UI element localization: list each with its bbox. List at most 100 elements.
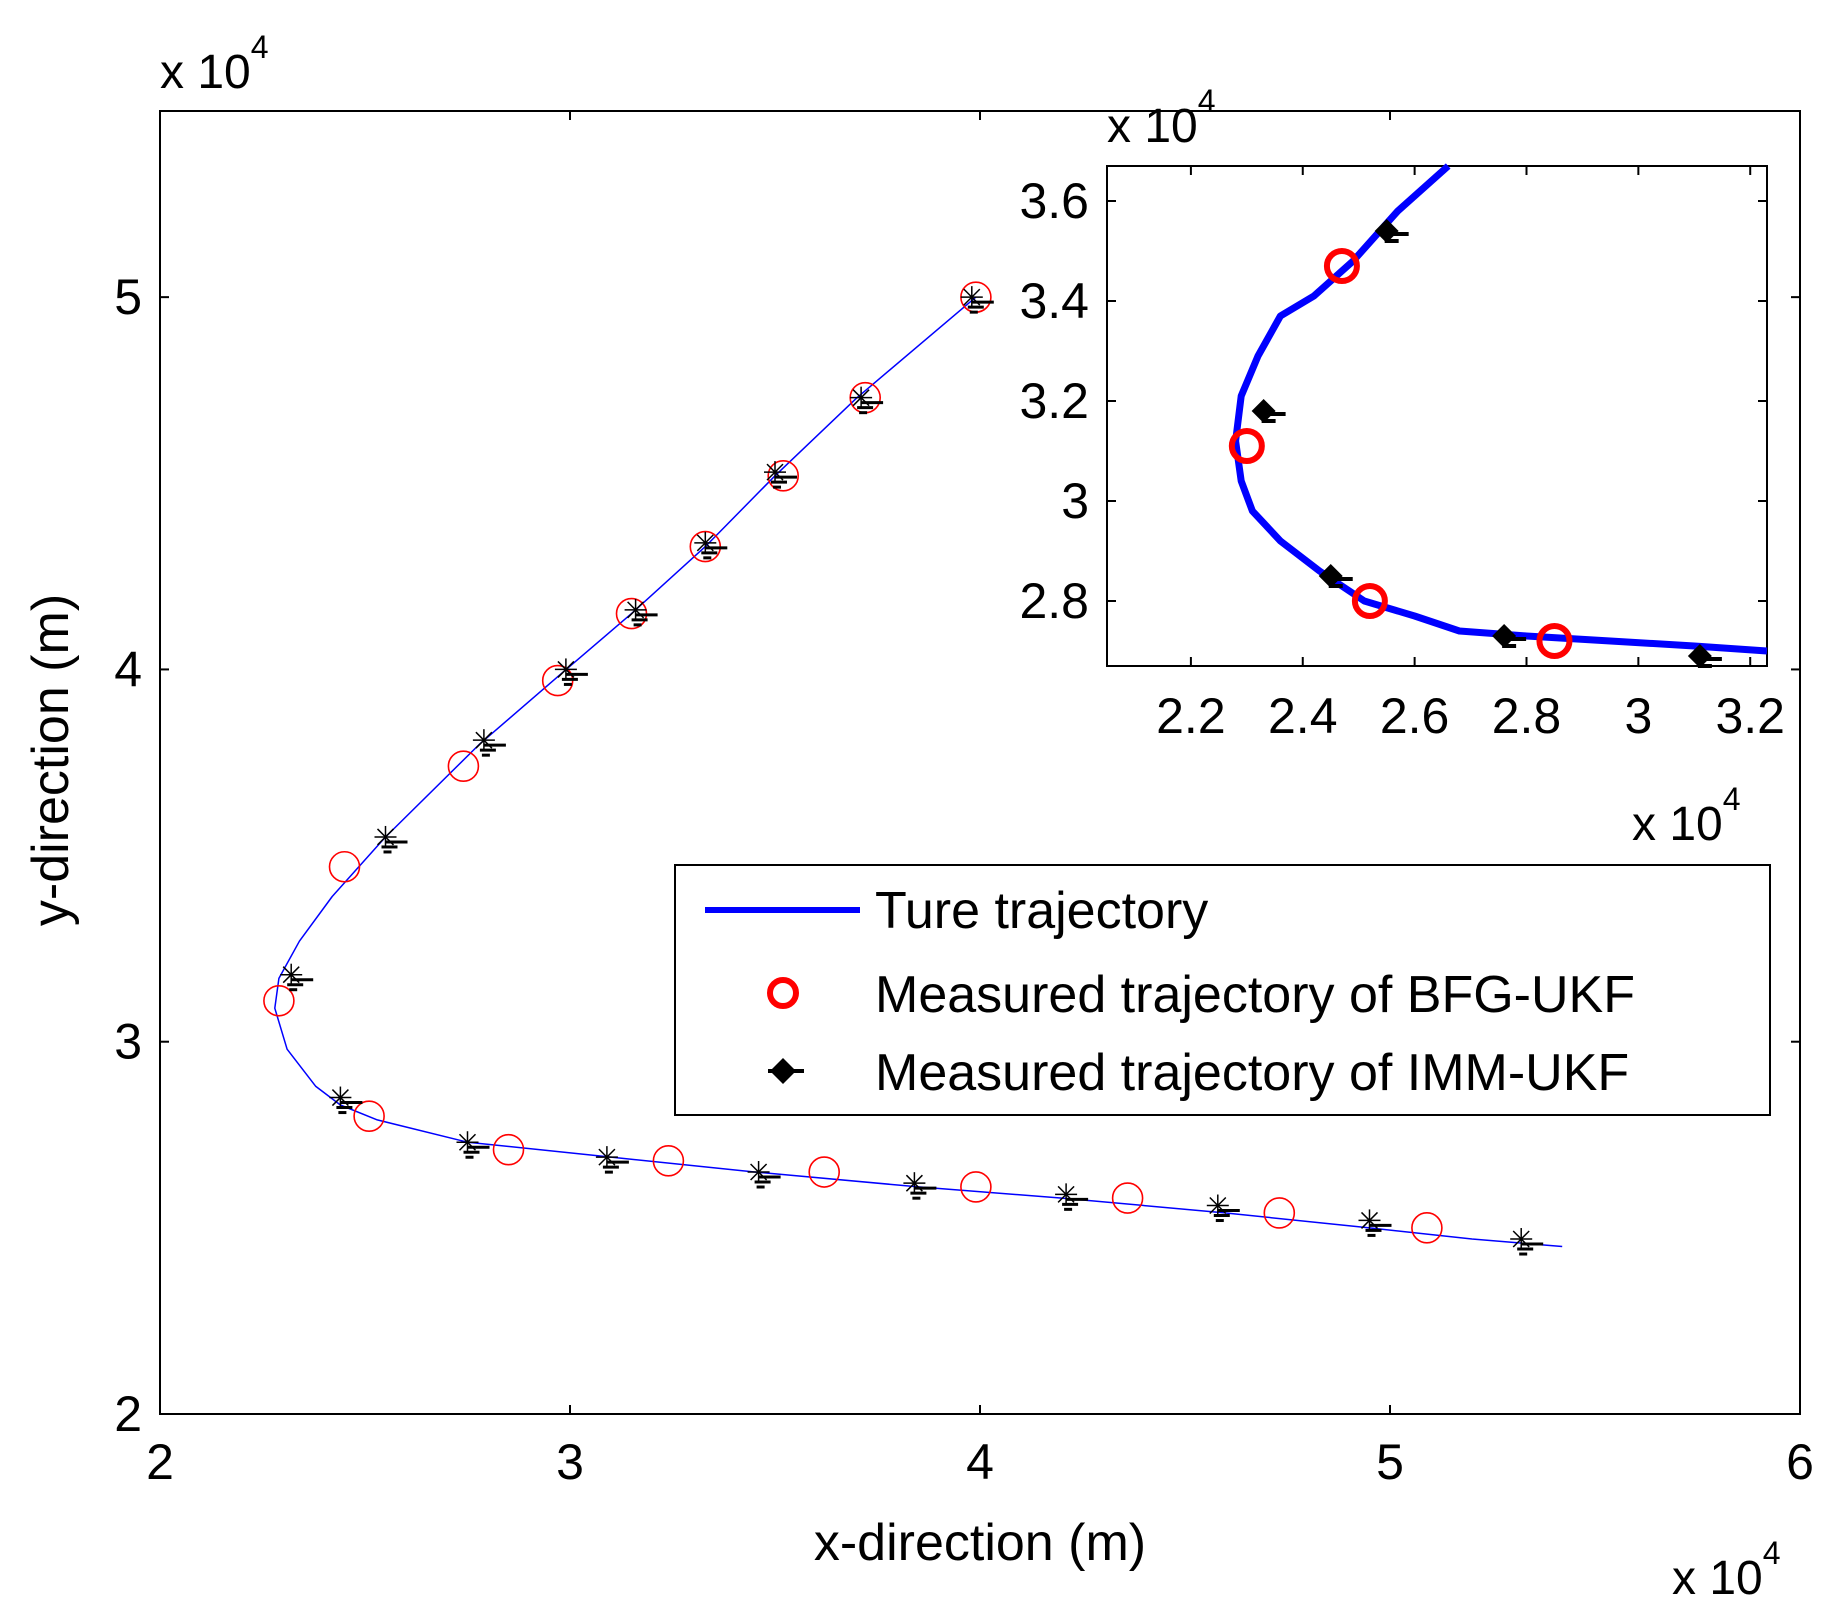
inset-ytick-labels: 2.8 3 3.2 3.4 3.6: [1019, 173, 1089, 629]
imm-ukf-point: [850, 386, 884, 415]
imm-ukf-point: [1687, 644, 1722, 668]
legend-entry-imm-ukf: Measured trajectory of IMM-UKF: [768, 1044, 1629, 1102]
imm-ukf-point: [694, 531, 728, 560]
star-stroke: [852, 389, 870, 407]
imm-ukf-point: [1492, 624, 1527, 648]
imm-ukf-point: [595, 1146, 629, 1174]
bfg-ukf-point: [767, 460, 800, 492]
diamond-marker: [1251, 399, 1276, 423]
inset-y-multiplier-exp: 4: [1198, 83, 1216, 119]
inset-plot: [1228, 163, 1768, 668]
legend-entry-true-trajectory: Ture trajectory: [705, 882, 1208, 940]
star-stroke: [766, 463, 784, 481]
star-stroke: [331, 1089, 349, 1107]
x-tick-label: 3.2: [1715, 688, 1785, 744]
inset-y-multiplier-base: x 10: [1107, 100, 1198, 153]
bfg-ukf-point: [263, 984, 295, 1017]
inset-y-multiplier: x 104: [1107, 83, 1216, 153]
diamond-marker: [1492, 624, 1517, 648]
x-tick-label: 4: [966, 1434, 994, 1490]
bfg-ukf-point: [1263, 1197, 1296, 1229]
bfg-ukf-point: [1228, 428, 1265, 464]
inset-axes-box: [1106, 165, 1768, 667]
imm-ukf-point: [1206, 1194, 1240, 1223]
bfg-ukf-point: [1323, 248, 1360, 284]
inset-x-multiplier-exp: 4: [1723, 781, 1741, 817]
bfg-ukf-point: [447, 750, 480, 783]
imm-ukf-point: [280, 963, 314, 992]
legend-box: [674, 864, 1771, 1116]
star-stroke: [557, 660, 575, 678]
main-x-multiplier-exp: 4: [1763, 1535, 1781, 1571]
x-tick-label: 2.8: [1492, 688, 1562, 744]
bfg-ukf-point: [328, 850, 361, 883]
main-x-multiplier-base: x 10: [1672, 1552, 1763, 1605]
main-y-multiplier: x 104: [160, 29, 269, 99]
main-ticks: [159, 111, 1801, 1415]
inset-x-multiplier: x 104: [1632, 781, 1741, 851]
star-stroke: [963, 288, 981, 306]
imm-ukf-point: [1251, 399, 1286, 423]
legend-circle-marker: [767, 977, 799, 1009]
main-y-axis-label: y-direction (m): [22, 594, 80, 926]
star-stroke: [282, 966, 300, 984]
star-stroke: [1512, 1230, 1530, 1248]
x-tick-label: 2.6: [1380, 688, 1450, 744]
imm-ukf-point: [764, 461, 797, 489]
star-stroke: [1209, 1196, 1227, 1215]
legend-entry-bfg-ukf: Measured trajectory of BFG-UKF: [767, 966, 1635, 1024]
main-x-multiplier: x 104: [1672, 1535, 1781, 1605]
star-stroke: [627, 601, 645, 619]
inset-axes: 2.2 2.4 2.6 2.8 3 3.2 2.833.23.43.6 x 104 x 1…: [1019, 83, 1784, 851]
y-tick-label: 4: [114, 641, 142, 697]
star-stroke: [696, 534, 714, 552]
x-tick-label: 2.4: [1268, 688, 1338, 744]
star-stroke: [1057, 1185, 1075, 1203]
imm-ukf-point: [1318, 564, 1353, 588]
bfg-ukf-point: [652, 1145, 685, 1177]
imm-ukf-point: [1358, 1209, 1392, 1237]
bfg-ukf-point: [960, 1171, 992, 1203]
bfg-ukf-point: [353, 1100, 385, 1132]
imm-ukf-point: [624, 598, 658, 627]
imm-ukf-point: [554, 658, 588, 686]
y-tick-label: 3: [1061, 473, 1089, 529]
main-x-axis-label: x-direction (m): [814, 1514, 1146, 1572]
x-tick-label: 3: [556, 1434, 584, 1490]
main-plot: [263, 281, 1563, 1256]
bfg-ukf-point: [492, 1133, 525, 1166]
diamond-marker: [1374, 219, 1399, 243]
imm-ukf-point: [960, 286, 994, 314]
bfg-ukf-point: [808, 1156, 841, 1188]
main-xtick-labels: 2 3 4 5 6: [146, 1434, 1814, 1490]
y-tick-label: 2.8: [1019, 573, 1089, 629]
x-tick-label: 2.2: [1156, 688, 1226, 744]
bfg-ukf-point: [1536, 623, 1573, 659]
star-stroke: [750, 1163, 768, 1181]
star-stroke: [475, 731, 493, 749]
bfg-ukf-point: [1111, 1182, 1144, 1214]
trajectory-line: [1232, 163, 1768, 655]
imm-ukf-point: [329, 1086, 363, 1115]
y-tick-label: 3.4: [1019, 273, 1089, 329]
y-tick-label: 3: [114, 1014, 142, 1070]
imm-ukf-point: [1055, 1183, 1089, 1211]
main-y-multiplier-exp: 4: [251, 29, 269, 65]
imm-ukf-point: [1510, 1228, 1544, 1256]
star-stroke: [376, 828, 395, 846]
diamond-marker: [1318, 564, 1343, 588]
imm-ukf-point: [472, 729, 506, 757]
main-y-multiplier-base: x 10: [160, 46, 251, 99]
star-stroke: [598, 1148, 616, 1166]
x-tick-label: 5: [1376, 1434, 1404, 1490]
y-tick-label: 3.6: [1019, 173, 1089, 229]
x-tick-label: 3: [1624, 688, 1652, 744]
inset-x-multiplier-base: x 10: [1632, 798, 1723, 851]
imm-ukf-point: [747, 1161, 781, 1189]
star-stroke: [905, 1174, 923, 1192]
x-tick-label: 2: [146, 1434, 174, 1490]
imm-ukf-point: [1374, 219, 1409, 243]
star-stroke: [458, 1133, 477, 1151]
bfg-ukf-point: [1351, 583, 1388, 619]
y-tick-label: 2: [114, 1386, 142, 1442]
